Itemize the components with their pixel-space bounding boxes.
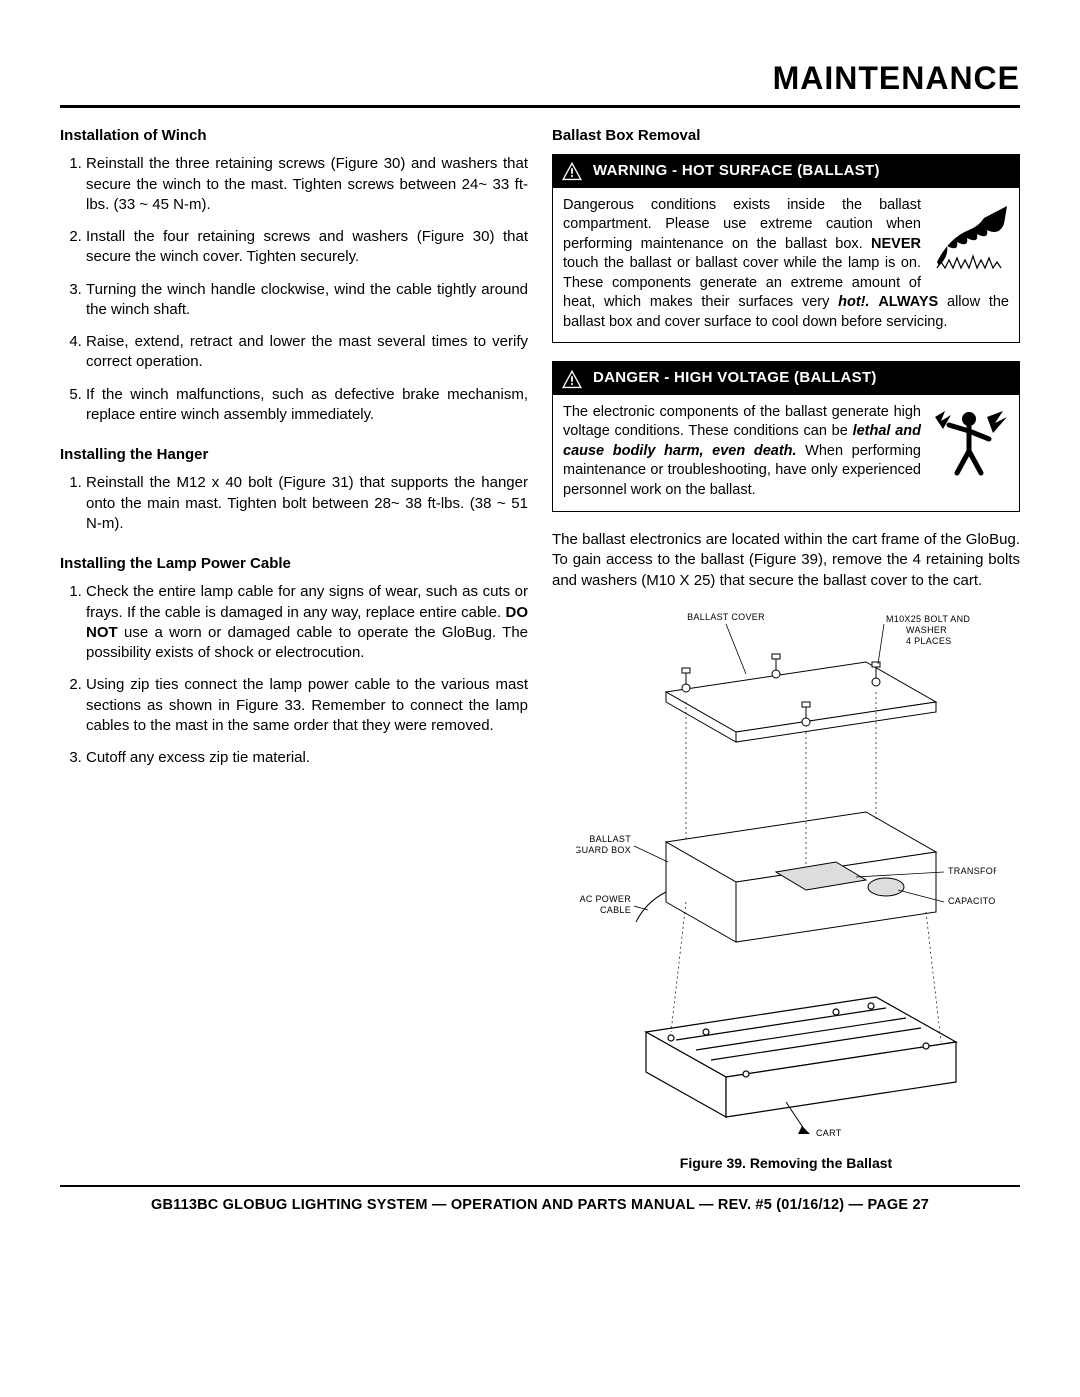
list-item: If the winch malfunctions, such as defec… [86,385,528,426]
text: Check the entire lamp cable for any sign… [86,583,528,620]
label-cart: CART [816,1128,842,1138]
text-bold-italic: hot!. [838,294,869,310]
list-installation-winch: Reinstall the three retaining screws (Fi… [60,154,528,425]
text-bold: ALWAYS [878,294,938,310]
footer-text: GB113BC GLOBUG LIGHTING SYSTEM — OPERATI… [60,1187,1020,1213]
text: Dangerous conditions exists inside the b… [563,197,921,252]
figure-39: BALLAST COVER M10X25 BOLT AND WASHER 4 P… [552,602,1020,1173]
list-item: Turning the winch handle clockwise, wind… [86,280,528,321]
hot-surface-icon [929,196,1009,276]
list-item: Reinstall the M12 x 40 bolt (Figure 31) … [86,473,528,534]
label-capacitor: CAPACITOR [948,896,996,906]
warning-triangle-icon [561,161,583,181]
label-transformer: TRANSFORMER [948,866,996,876]
left-column: Installation of Winch Reinstall the thre… [60,122,528,1173]
text-bold: NEVER [871,236,921,252]
danger-title: DANGER - HIGH VOLTAGE (BALLAST) [593,368,877,388]
high-voltage-icon [929,403,1009,483]
label-bolt-washer-2: WASHER [906,625,947,635]
label-ballast-guard-1: BALLAST [589,834,631,844]
warning-header: WARNING - HOT SURFACE (BALLAST) [553,155,1019,187]
list-item: Reinstall the three retaining screws (Fi… [86,154,528,215]
page-title: MAINTENANCE [60,60,1020,108]
label-bolt-washer-3: 4 PLACES [906,636,951,646]
list-item: Raise, extend, retract and lower the mas… [86,332,528,373]
figure-caption: Figure 39. Removing the Ballast [552,1154,1020,1173]
heading-installing-hanger: Installing the Hanger [60,445,528,465]
list-item: Check the entire lamp cable for any sign… [86,582,528,663]
right-column: Ballast Box Removal WARNING - HOT SURFAC… [552,122,1020,1173]
text: use a worn or damaged cable to operate t… [86,624,528,661]
list-item: Install the four retaining screws and wa… [86,227,528,268]
warning-triangle-icon [561,369,583,389]
list-lamp-power-cable: Check the entire lamp cable for any sign… [60,582,528,768]
list-installing-hanger: Reinstall the M12 x 40 bolt (Figure 31) … [60,473,528,534]
label-ac-power-1: AC POWER [580,894,632,904]
paragraph-ballast-access: The ballast electronics are located with… [552,530,1020,592]
heading-lamp-power-cable: Installing the Lamp Power Cable [60,554,528,574]
ballast-removal-diagram: BALLAST COVER M10X25 BOLT AND WASHER 4 P… [576,602,996,1142]
heading-ballast-removal: Ballast Box Removal [552,126,1020,146]
two-column-layout: Installation of Winch Reinstall the thre… [60,122,1020,1173]
label-ballast-guard-2: GUARD BOX [576,845,631,855]
label-ac-power-2: CABLE [600,905,631,915]
danger-high-voltage-box: DANGER - HIGH VOLTAGE (BALLAST) The elec… [552,361,1020,511]
text [870,294,879,310]
list-item: Using zip ties connect the lamp power ca… [86,675,528,736]
warning-title: WARNING - HOT SURFACE (BALLAST) [593,161,880,181]
label-ballast-cover: BALLAST COVER [687,612,765,622]
warning-hot-surface-box: WARNING - HOT SURFACE (BALLAST) Dangerou… [552,154,1020,343]
warning-body: Dangerous conditions exists inside the b… [553,188,1019,343]
heading-installation-winch: Installation of Winch [60,126,528,146]
danger-body: The electronic components of the ballast… [553,395,1019,511]
list-item: Cutoff any excess zip tie material. [86,748,528,768]
label-bolt-washer-1: M10X25 BOLT AND [886,614,970,624]
danger-header: DANGER - HIGH VOLTAGE (BALLAST) [553,362,1019,394]
